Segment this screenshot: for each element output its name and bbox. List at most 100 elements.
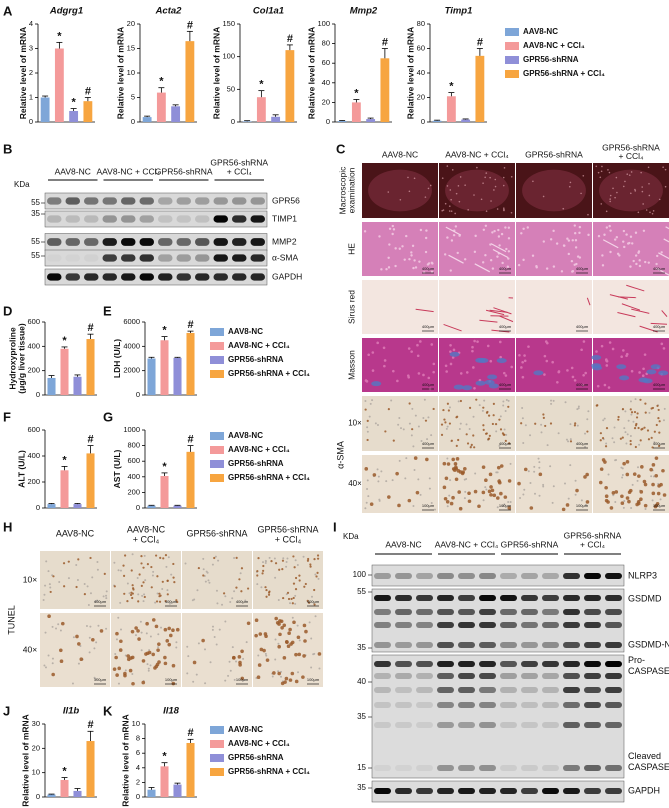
speckle — [473, 194, 475, 196]
image-frame — [182, 613, 252, 687]
speckle — [405, 234, 408, 238]
nucleus — [289, 602, 292, 605]
stain — [154, 664, 159, 669]
legend-swatch — [210, 740, 224, 748]
chart-title: Col1a1 — [253, 6, 284, 17]
collagen — [642, 378, 653, 384]
stain — [313, 558, 316, 561]
stain — [138, 573, 141, 576]
stain — [99, 629, 104, 633]
nucleus — [168, 602, 171, 605]
nucleus — [187, 655, 190, 658]
stain — [534, 422, 537, 425]
blot-band — [195, 238, 210, 246]
bar — [271, 116, 281, 122]
nucleus — [540, 423, 543, 426]
nucleus — [364, 507, 367, 510]
stain — [240, 649, 244, 654]
row-label: examination — [346, 167, 356, 213]
micrograph — [439, 222, 515, 276]
blot-band — [605, 788, 622, 794]
stain — [651, 463, 656, 467]
stain — [173, 581, 176, 584]
stain — [523, 467, 528, 472]
stain — [450, 439, 453, 442]
nucleus — [146, 663, 149, 666]
speckle — [490, 200, 492, 202]
nucleus — [621, 467, 624, 470]
y-tick-label: 0 — [231, 117, 235, 126]
nucleus — [504, 409, 507, 412]
blot-band — [139, 197, 154, 205]
stain — [657, 444, 661, 448]
speckle — [503, 207, 505, 210]
bar — [351, 102, 361, 122]
blot-band — [395, 573, 412, 579]
stain — [130, 629, 135, 634]
speckle — [459, 372, 463, 375]
stain — [122, 574, 126, 577]
blot-band — [437, 673, 454, 679]
nucleus — [215, 643, 218, 646]
nucleus — [308, 621, 311, 624]
nucleus — [72, 636, 75, 639]
nucleus — [430, 434, 433, 437]
speckle — [471, 345, 474, 349]
stain — [488, 434, 491, 437]
nucleus — [170, 573, 173, 576]
blot-band — [213, 273, 228, 281]
stain — [282, 623, 287, 628]
bar — [60, 779, 69, 797]
speckle — [408, 190, 411, 193]
blot-band — [416, 595, 433, 601]
blot-band — [158, 238, 173, 246]
micrograph — [593, 163, 669, 218]
blot-band — [437, 609, 454, 615]
row-label: 40× — [23, 644, 37, 654]
fiber — [489, 309, 508, 313]
speckle — [526, 226, 529, 229]
micrograph — [439, 338, 515, 392]
bar — [147, 505, 156, 508]
stain — [443, 418, 446, 421]
nucleus — [630, 507, 633, 510]
y-axis-label: Hydroxyproline — [7, 327, 17, 390]
stain — [176, 600, 179, 604]
panel-letter: F — [3, 409, 11, 424]
error-bar — [61, 346, 68, 349]
y-tick-label: 2000 — [123, 366, 140, 375]
y-tick-label: 1 — [29, 92, 33, 101]
micrograph — [40, 613, 110, 687]
bar — [242, 121, 252, 122]
stain — [643, 503, 648, 508]
micrograph — [362, 280, 438, 334]
error-bar — [476, 48, 483, 56]
nucleus — [265, 654, 268, 657]
scale-label: 400μm — [422, 441, 435, 446]
nucleus — [509, 462, 512, 465]
speckle — [499, 355, 502, 359]
bar — [366, 119, 376, 122]
row-label: Macroscopic — [337, 166, 347, 214]
speckle — [601, 264, 605, 267]
stain — [451, 495, 455, 500]
bar — [73, 790, 82, 797]
stain — [455, 457, 460, 461]
legend-swatch — [210, 446, 224, 454]
speckle — [609, 229, 612, 232]
stain — [163, 661, 168, 666]
image-frame — [516, 280, 592, 334]
significance-mark: * — [62, 765, 67, 777]
nucleus — [634, 398, 637, 401]
stain — [256, 574, 259, 577]
stain — [265, 658, 270, 662]
nucleus — [602, 419, 605, 422]
speckle — [430, 261, 434, 264]
nucleus — [631, 483, 634, 486]
nucleus — [211, 625, 214, 628]
blot-band — [47, 238, 62, 246]
bar — [173, 357, 182, 395]
speckle — [664, 185, 667, 188]
nucleus — [274, 658, 277, 661]
speckle — [552, 265, 556, 268]
